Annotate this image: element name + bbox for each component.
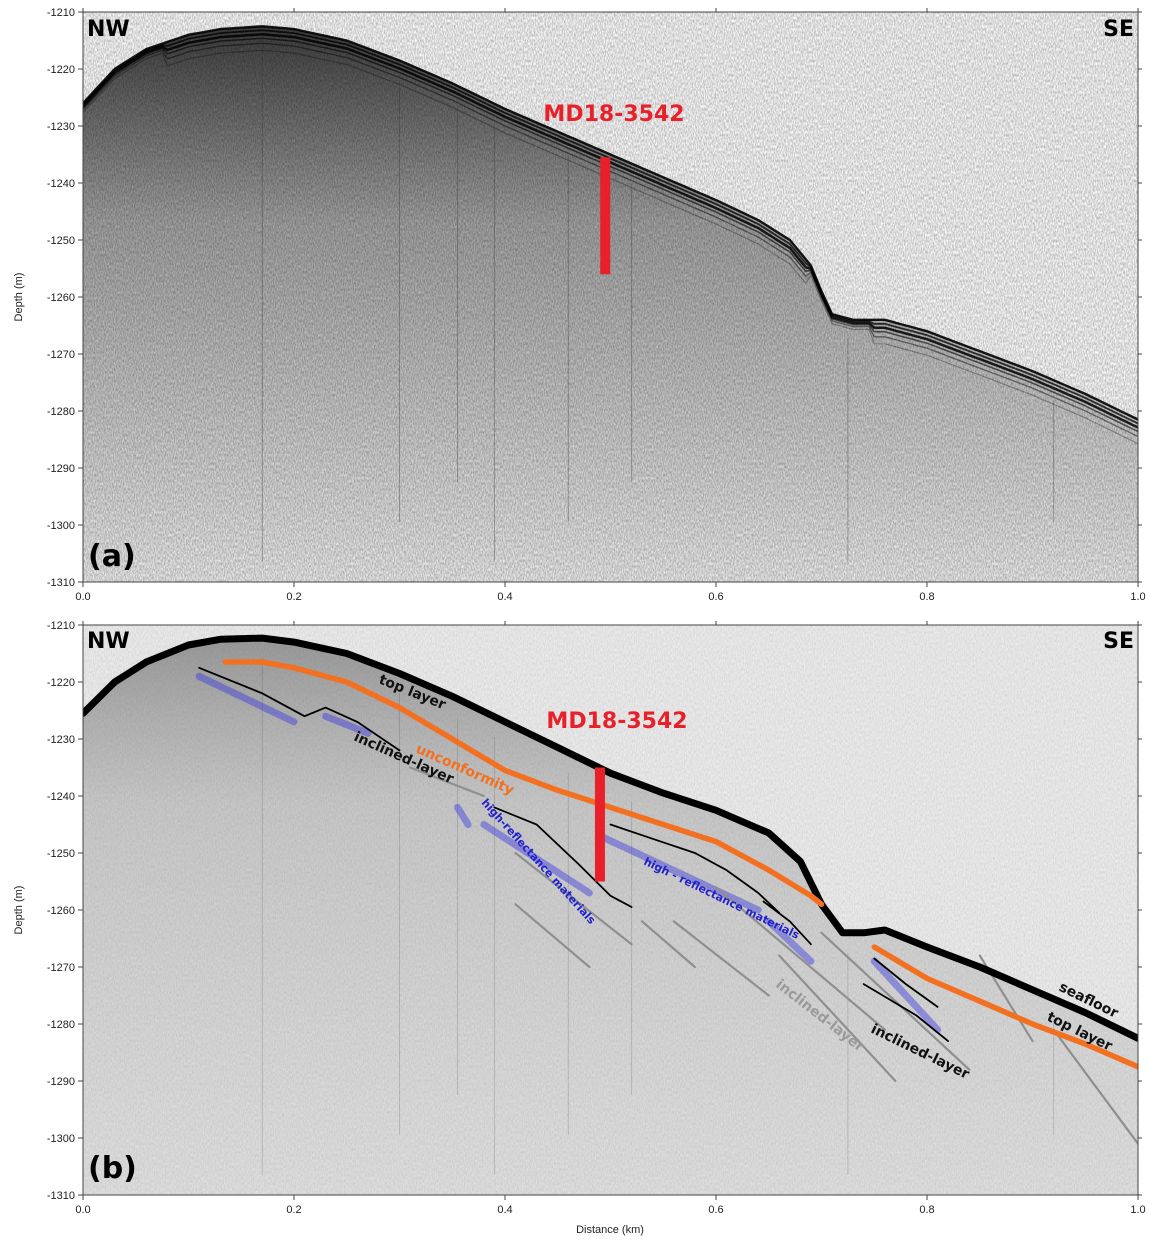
reflector — [83, 25, 1138, 421]
black-inclined-lines — [198, 666, 949, 1042]
high-reflectance-zones — [195, 672, 942, 1034]
panel-label-a: (a) — [88, 539, 136, 574]
y-tick-label: -1240 — [47, 791, 75, 803]
seismic-image-b — [83, 625, 1138, 1195]
x-axis-title-b: Distance (km) — [576, 1224, 644, 1236]
grey-inclined-line — [514, 851, 633, 946]
top-layer-line — [871, 944, 1138, 1070]
y-tick-label: -1270 — [47, 962, 75, 974]
seismic-image-a — [83, 12, 1138, 582]
core-marker-b — [594, 767, 605, 882]
black-inclined-line — [609, 823, 781, 914]
x-tick-label: 0.4 — [497, 591, 512, 603]
grey-inclined-line — [672, 920, 770, 997]
black-inclined-line — [873, 957, 939, 1008]
high-reflectance-zone — [322, 712, 372, 737]
y-tick-label: -1240 — [47, 178, 75, 190]
y-tick-label: -1230 — [47, 734, 75, 746]
core-marker-a — [600, 157, 611, 275]
grey-inclined-line — [820, 931, 971, 1071]
panel-a: 0.0 0.2 0.4 0.6 0.8 1.0 -1210-1220-1230-1240-… — [13, 7, 1146, 603]
reflector — [83, 49, 1138, 445]
y-tick-label: -1300 — [47, 520, 75, 532]
y-tick-label: -1260 — [47, 905, 75, 917]
grey-inclined-line — [641, 920, 696, 969]
noise-texture-a — [83, 12, 1138, 582]
y-tick-label: -1290 — [47, 463, 75, 475]
core-label-b: MD18-3542 — [546, 709, 687, 734]
x-tick-label: 0.0 — [75, 591, 90, 603]
y-tick-label: -1210 — [47, 7, 75, 19]
core-label-a: MD18-3542 — [543, 102, 684, 127]
black-inclined-line — [862, 983, 949, 1042]
y-tick-label: -1230 — [47, 121, 75, 133]
high-reflectance-zone — [195, 672, 298, 726]
grey-inclined-line — [778, 954, 897, 1083]
x-tick-label: 1.0 — [1130, 591, 1145, 603]
corner-label-nw-a: NW — [87, 17, 130, 42]
x-tick-label: 0.6 — [708, 1204, 723, 1216]
x-axis-b: 0.0 0.2 0.4 0.6 0.8 1.0 — [75, 621, 1146, 1216]
y-axis-a: -1210 -1220 -1230 -1240 -1250 -1260 -1270 -1280… — [47, 7, 1142, 589]
black-inclined-line — [198, 666, 401, 752]
x-tick-label: 0.6 — [708, 591, 723, 603]
x-tick-label: 0.8 — [919, 591, 934, 603]
y-tick-label: -1270 — [47, 349, 75, 361]
reflector — [83, 29, 1138, 425]
noise-texture-b — [83, 625, 1138, 1195]
reflector — [83, 42, 1138, 438]
interpreted-horizons — [83, 634, 1138, 1070]
x-tick-label: 0.2 — [286, 1204, 301, 1216]
y-tick-label: -1210 — [47, 620, 75, 632]
grey-inclined-line — [714, 886, 886, 1031]
x-tick-label: 0.0 — [75, 1204, 90, 1216]
corner-label-se-a: SE — [1103, 17, 1134, 42]
y-axis-b: -1210 -1220 -1230 -1240 -1250 -1260 -1270 -1280… — [47, 620, 1142, 1202]
reflectors-a — [83, 25, 1138, 445]
grey-inclined-line — [409, 766, 485, 798]
reflector — [83, 33, 1138, 429]
reflector — [83, 37, 1138, 433]
corner-label-nw-b: NW — [87, 629, 130, 654]
panel-b: 0.0 0.2 0.4 0.6 0.8 1.0 -1210-1220-1230-1240-… — [13, 620, 1146, 1236]
top-layer-line — [222, 659, 825, 908]
y-tick-label: -1290 — [47, 1076, 75, 1088]
y-axis-title-a: Depth (m) — [13, 273, 25, 322]
high-reflectance-zone — [870, 957, 942, 1034]
high-reflectance-zone — [596, 832, 762, 914]
y-tick-label: -1260 — [47, 292, 75, 304]
y-tick-label: -1280 — [47, 406, 75, 418]
y-tick-label: -1310 — [47, 577, 75, 589]
y-tick-label: -1220 — [47, 677, 75, 689]
y-axis-title-b: Depth (m) — [13, 886, 25, 935]
high-reflectance-zone — [480, 821, 593, 897]
y-tick-label: -1300 — [47, 1133, 75, 1145]
x-tick-label: 0.4 — [497, 1204, 512, 1216]
seafloor-line — [83, 634, 1138, 1042]
grey-inclined-line — [1052, 1028, 1138, 1145]
grey-inclined-line — [514, 903, 591, 969]
vertical-streaks-a — [261, 46, 1055, 562]
high-reflectance-zone — [454, 803, 472, 828]
corner-label-se-b: SE — [1103, 629, 1134, 654]
black-inclined-line — [493, 806, 633, 908]
x-tick-label: 0.2 — [286, 591, 301, 603]
y-tick-label: -1250 — [47, 235, 75, 247]
y-tick-label: -1280 — [47, 1019, 75, 1031]
panel-label-b: (b) — [88, 1151, 137, 1186]
x-tick-label: 0.8 — [919, 1204, 934, 1216]
y-tick-label: -1220 — [47, 64, 75, 76]
high-reflectance-zone — [765, 917, 815, 965]
x-tick-label: 1.0 — [1130, 1204, 1145, 1216]
grey-inclined-lines — [409, 766, 1138, 1145]
vertical-streaks-b — [261, 658, 1055, 1175]
y-tick-label: -1310 — [47, 1190, 75, 1202]
x-axis-a: 0.0 0.2 0.4 0.6 0.8 1.0 — [75, 8, 1146, 603]
black-inclined-line — [762, 900, 812, 946]
y-tick-label: -1250 — [47, 848, 75, 860]
